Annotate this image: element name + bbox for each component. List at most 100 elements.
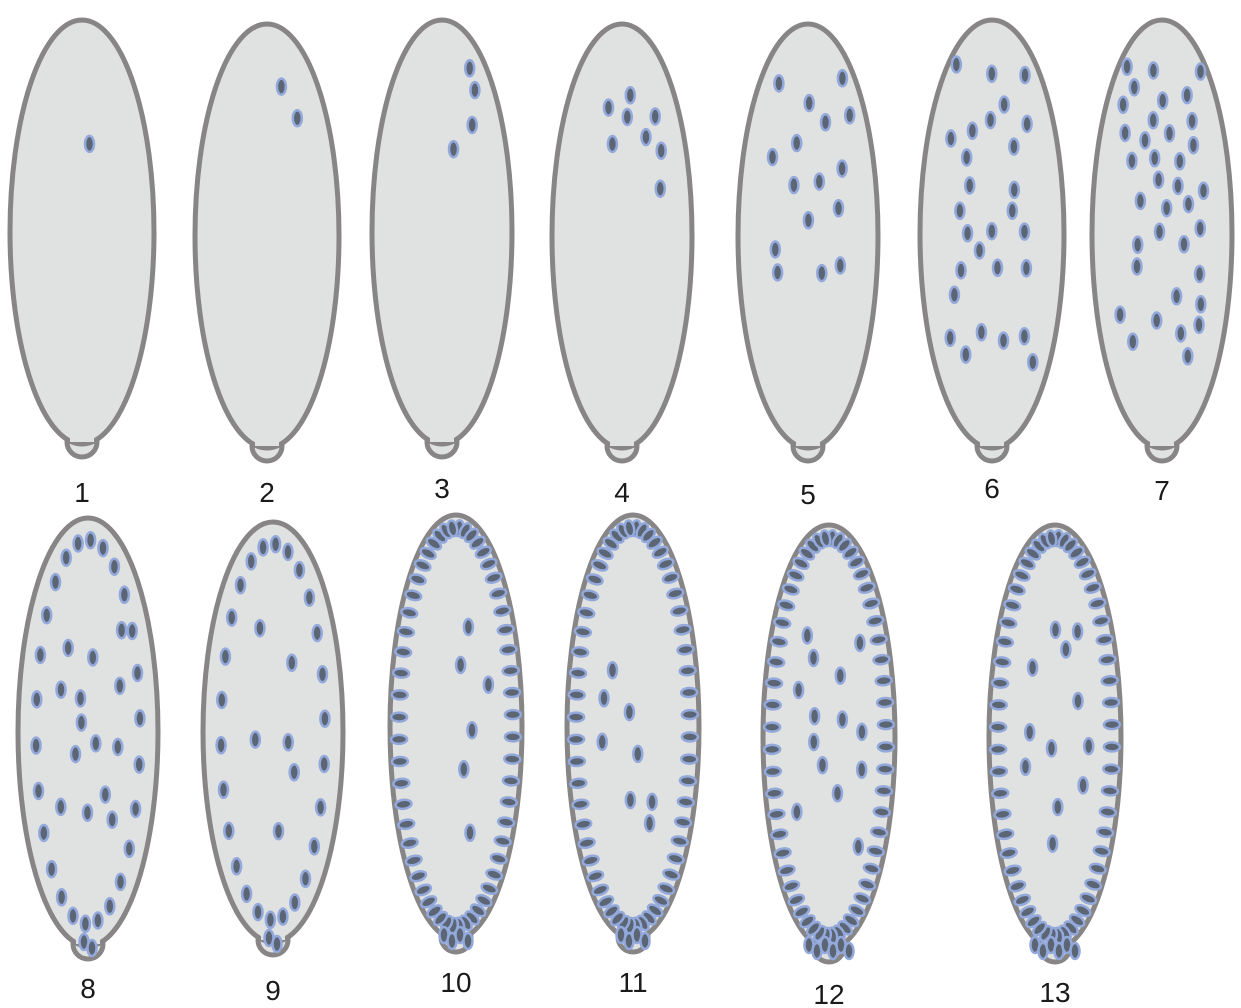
nucleus xyxy=(768,149,777,165)
nucleus xyxy=(320,756,329,772)
nucleus xyxy=(91,735,100,751)
nucleus xyxy=(1103,764,1119,774)
embryo xyxy=(372,20,512,457)
nucleus xyxy=(681,688,697,698)
nucleus xyxy=(85,136,94,152)
nucleus xyxy=(1180,236,1189,252)
nucleus xyxy=(464,933,473,949)
nucleus xyxy=(1172,288,1181,304)
nucleus xyxy=(857,762,866,778)
nucleus xyxy=(320,711,329,727)
nucleus xyxy=(301,871,310,887)
nucleus xyxy=(266,912,275,928)
nucleus xyxy=(505,732,521,741)
nucleus xyxy=(316,799,325,815)
nucleus xyxy=(569,757,585,767)
nucleus xyxy=(51,574,60,590)
nucleus xyxy=(805,95,814,111)
nucleus xyxy=(836,668,845,684)
nucleus xyxy=(1028,354,1037,370)
stage-label: 5 xyxy=(800,479,816,510)
nucleus xyxy=(236,577,245,593)
nucleus xyxy=(987,223,996,239)
nucleus xyxy=(39,825,48,841)
nucleus xyxy=(1183,87,1192,103)
knob-join xyxy=(796,438,820,446)
nucleus xyxy=(393,668,410,678)
nucleus xyxy=(815,174,824,190)
nucleus xyxy=(568,735,584,744)
nucleus xyxy=(1023,116,1032,132)
nucleus xyxy=(81,916,90,932)
nucleus xyxy=(1121,125,1130,141)
nucleus xyxy=(1020,224,1029,240)
nucleus xyxy=(1133,237,1142,253)
stage-label: 8 xyxy=(80,973,96,1004)
nucleus xyxy=(656,181,665,197)
stage-label: 2 xyxy=(259,477,275,508)
nucleus xyxy=(64,640,73,656)
nucleus xyxy=(470,82,479,98)
nucleus xyxy=(1195,266,1204,282)
nucleus xyxy=(994,809,1011,820)
nucleus xyxy=(120,587,129,603)
nucleus xyxy=(999,333,1008,349)
nucleus xyxy=(117,622,126,638)
nucleus xyxy=(768,809,785,820)
nucleus xyxy=(962,150,971,166)
nucleus xyxy=(395,647,412,658)
nucleus xyxy=(456,657,465,673)
nucleus xyxy=(217,692,226,708)
nucleus xyxy=(963,225,972,241)
nucleus xyxy=(834,200,843,216)
nucleus xyxy=(651,109,660,125)
nucleus xyxy=(1184,196,1193,212)
nucleus xyxy=(568,712,584,721)
nucleus xyxy=(278,909,287,925)
nucleus xyxy=(990,745,1006,754)
nucleus xyxy=(88,940,97,956)
nucleus xyxy=(76,690,85,706)
embryo xyxy=(738,24,878,461)
nucleus xyxy=(682,710,698,719)
nucleus xyxy=(224,823,233,839)
nucleus xyxy=(810,708,819,724)
nucleus xyxy=(105,898,114,914)
nucleus xyxy=(952,57,961,73)
nucleus xyxy=(1158,93,1167,109)
nucleus xyxy=(449,141,458,157)
nucleus xyxy=(459,761,468,777)
nucleus xyxy=(57,682,66,698)
nucleus xyxy=(679,666,696,676)
nucleus xyxy=(875,676,892,686)
nucleus xyxy=(645,815,654,831)
nucleus xyxy=(466,825,475,841)
nucleus xyxy=(1149,112,1158,128)
nucleus xyxy=(1130,79,1139,95)
nucleus xyxy=(1104,720,1120,729)
nucleus xyxy=(1051,622,1060,638)
nucleus xyxy=(626,792,635,808)
nucleus xyxy=(990,722,1006,731)
stage-label: 6 xyxy=(984,473,1000,504)
knob-join xyxy=(610,438,634,446)
nucleus xyxy=(994,657,1011,668)
nucleus xyxy=(608,662,617,678)
embryo xyxy=(203,522,343,955)
nucleus xyxy=(1073,624,1082,640)
nucleus xyxy=(789,177,798,193)
nucleus xyxy=(1099,654,1116,665)
nucleus xyxy=(623,109,632,125)
nucleus xyxy=(1183,348,1192,364)
stage-label: 3 xyxy=(434,473,450,504)
nucleus xyxy=(273,936,282,952)
nucleus xyxy=(36,647,45,663)
nucleus xyxy=(600,690,609,706)
embryo xyxy=(989,525,1121,962)
nucleus xyxy=(464,619,473,635)
nucleus xyxy=(71,746,80,762)
nucleus xyxy=(598,734,607,750)
nucleus xyxy=(838,70,847,86)
nucleus xyxy=(680,776,697,786)
nucleus xyxy=(1189,137,1198,153)
